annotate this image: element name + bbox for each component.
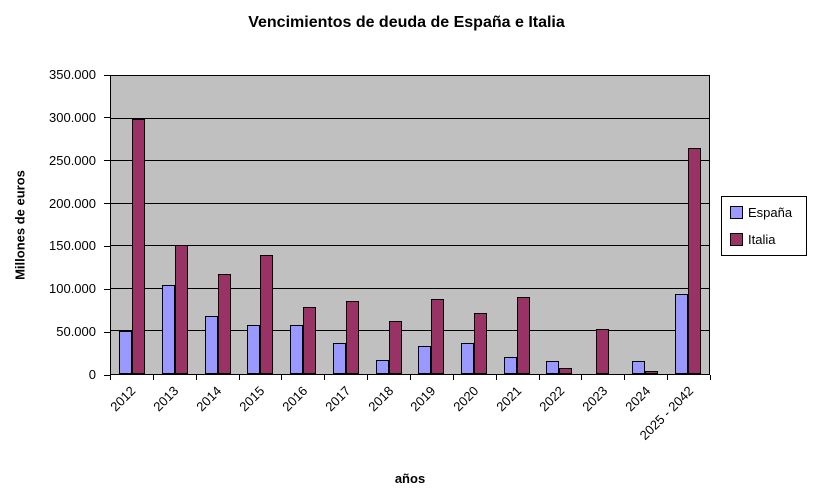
x-tick-mark (281, 375, 283, 380)
x-tick-mark (367, 375, 369, 380)
bar-espana-2017 (332, 343, 346, 374)
gridline (111, 117, 709, 119)
x-tick-mark (624, 375, 626, 380)
y-tick-mark (104, 203, 110, 205)
y-tick-label: 200.000 (49, 195, 96, 211)
category-group-2014 (196, 76, 239, 374)
bar-italia-2016 (303, 306, 317, 374)
bar-espana-2024 (631, 361, 645, 374)
y-tick-mark (104, 74, 110, 76)
x-tick-mark (710, 375, 711, 380)
bar-italia-2019 (431, 299, 445, 374)
bar-italia-2023 (595, 328, 609, 374)
y-tick-mark (104, 288, 110, 290)
x-tick-mark (410, 375, 411, 380)
bar-italia-2018 (388, 321, 402, 374)
bar-italia-2013 (175, 244, 189, 374)
legend-label-espana: España (748, 205, 793, 220)
bar-italia-2012 (132, 119, 146, 374)
bar-italia-2015 (260, 254, 274, 374)
legend-item-italia: Italia (730, 232, 796, 247)
bar-italia-2025-2042 (687, 148, 701, 374)
x-tick-label: 2025 - 2042 (636, 383, 696, 443)
y-tick-mark (104, 117, 110, 119)
legend: España Italia (721, 196, 807, 256)
category-group-2013 (154, 76, 197, 374)
gridline (111, 245, 709, 247)
bar-espana-2016 (290, 325, 304, 374)
x-tick-mark (238, 375, 240, 380)
category-group-2023 (581, 76, 624, 374)
bar-espana-2013 (162, 284, 176, 374)
bar-espana-2014 (204, 316, 218, 374)
y-tick-label: 0 (88, 367, 96, 382)
chart-title: Vencimientos de deuda de España e Italia (248, 14, 565, 31)
category-group-2015 (239, 76, 282, 374)
bar-italia-2017 (345, 300, 359, 374)
x-tick-mark (195, 375, 197, 380)
gridline (111, 202, 709, 204)
plot-area (110, 75, 710, 375)
y-tick-mark (104, 160, 110, 162)
category-group-2024 (624, 76, 667, 374)
bar-espana-2021 (503, 356, 517, 374)
legend-swatch-espana (730, 206, 743, 219)
bar-espana-2018 (375, 359, 389, 374)
y-tick-label: 300.000 (49, 109, 96, 125)
category-group-2020 (453, 76, 496, 374)
y-tick-label: 150.000 (49, 238, 96, 254)
bar-italia-2020 (474, 312, 488, 374)
legend-item-espana: España (730, 205, 796, 220)
category-group-2016 (282, 76, 325, 374)
y-axis: 0 50.000 100.000 150.000 200.000 250.000 300.0… (0, 68, 110, 382)
category-group-2025-2042 (666, 76, 709, 374)
x-tick-mark (581, 375, 583, 380)
category-group-2012 (111, 76, 154, 374)
x-axis: 2012 2013 2014 2015 2016 2017 2018 2019 2020 2021… (108, 375, 711, 446)
y-tick-label: 100.000 (49, 281, 96, 297)
legend-swatch-italia (730, 233, 743, 246)
legend-label-italia: Italia (748, 232, 776, 247)
category-group-2019 (410, 76, 453, 374)
category-group-2022 (538, 76, 581, 374)
bar-italia-2014 (217, 274, 231, 374)
x-tick-mark (110, 375, 111, 380)
x-tick-mark (667, 375, 669, 380)
gridline (111, 160, 709, 162)
y-tick-mark (104, 374, 110, 376)
x-tick-mark (495, 375, 497, 380)
bar-italia-2022 (559, 368, 573, 374)
category-group-2021 (495, 76, 538, 374)
x-tick-mark (452, 375, 454, 380)
gridline (111, 330, 709, 332)
x-tick-mark (324, 375, 326, 380)
bar-espana-2019 (418, 345, 432, 374)
x-tick-mark (152, 375, 154, 380)
y-tick-mark (104, 331, 110, 333)
y-tick-label: 250.000 (49, 152, 96, 168)
bar-espana-2020 (461, 342, 475, 374)
x-axis-title: años (394, 471, 426, 486)
x-tick-mark (538, 375, 540, 380)
bar-espana-2012 (119, 330, 133, 374)
y-tick-label: 50.000 (56, 324, 96, 340)
bar-espana-2015 (247, 325, 261, 374)
y-tick-mark (104, 245, 110, 247)
gridline (111, 287, 709, 289)
category-group-2017 (325, 76, 368, 374)
y-tick-label: 350.000 (49, 67, 96, 82)
bar-italia-2021 (516, 297, 530, 374)
bar-espana-2022 (546, 361, 560, 374)
bar-espana-2025-2042 (674, 293, 688, 374)
category-group-2018 (367, 76, 410, 374)
bar-italia-2024 (644, 371, 658, 374)
